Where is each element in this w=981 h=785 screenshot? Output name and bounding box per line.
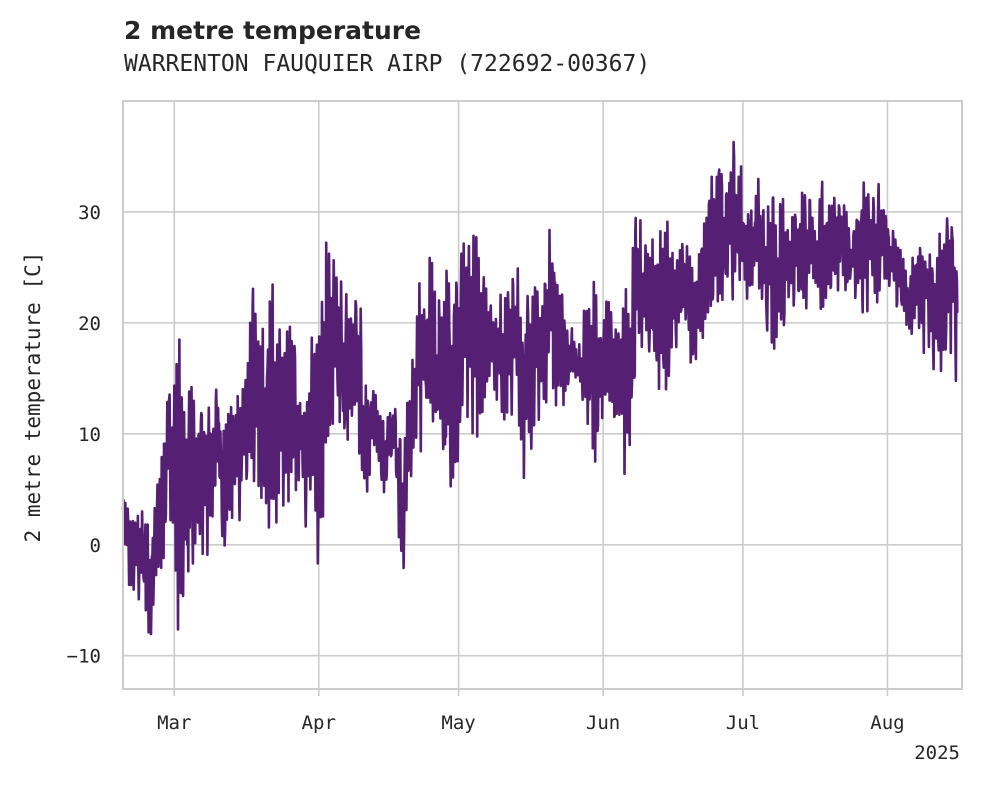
x-tick-label: Mar [157,712,191,734]
x-tick-label: Jul [726,712,760,734]
line-layer [121,140,959,636]
chart-subtitle: WARRENTON FAUQUIER AIRP (722692-00367) [124,51,651,77]
y-axis-label: 2 metre temperature [C] [21,252,45,543]
chart-title: 2 metre temperature [124,16,422,45]
temperature-line [121,140,959,636]
x-tick-label: May [441,712,475,734]
x-tick-label: Apr [302,712,336,734]
y-tick-label: 30 [78,202,101,224]
plot-frame [122,100,963,690]
x-tick-label: Jun [586,712,620,734]
x-offset-label: 2025 [914,742,960,764]
y-tick-label: 0 [90,535,101,557]
y-tick-label: −10 [67,646,101,668]
y-tick-label: 20 [78,313,101,335]
x-tick-label: Aug [870,712,904,734]
tick-layer: −10 0 10 20 30 Mar Apr May Jun Jul Aug [67,202,905,734]
y-tick-label: 10 [78,424,101,446]
